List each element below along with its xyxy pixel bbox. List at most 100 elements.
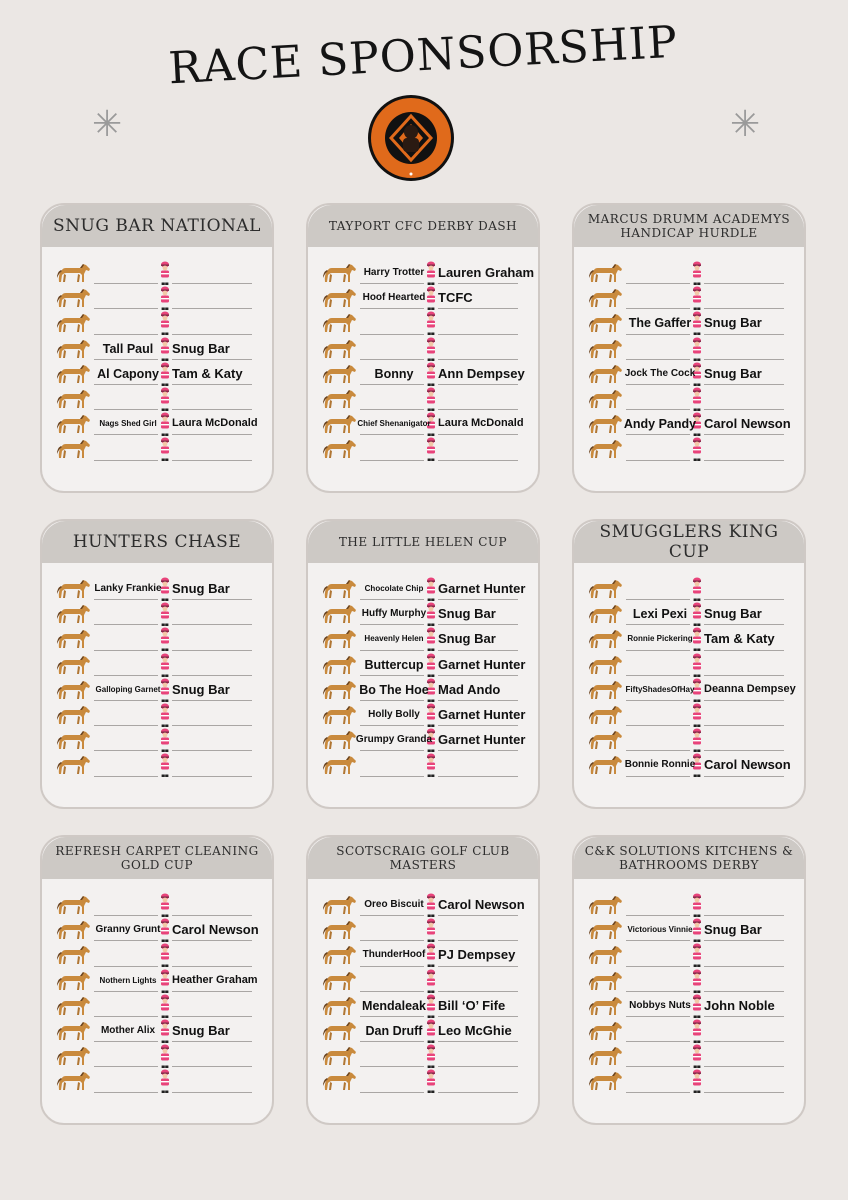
sponsor-name: Snug Bar — [172, 681, 230, 697]
sponsor-name: Garnet Hunter — [438, 656, 526, 672]
horse-icon — [323, 705, 356, 724]
jockey-icon — [693, 362, 701, 386]
sponsor-name: Tam & Katy — [704, 631, 775, 647]
horse-name: Jock The Cock — [624, 367, 696, 379]
sponsor-name: Snug Bar — [704, 315, 762, 331]
jockey-icon — [427, 577, 435, 601]
horse-name: Buttercup — [364, 657, 424, 672]
jockey-icon — [427, 261, 435, 285]
race-entry-row: Chocolate Chip Garnet Hunter — [308, 577, 538, 602]
jockey-icon — [161, 286, 169, 311]
race-entry-row: Huffy Murphy Snug Bar — [308, 602, 538, 627]
race-entry-row: Jock The Cock Snug Bar — [574, 362, 804, 387]
race-card-5: THE LITTLE HELEN CUP Chocolate Chip Garn… — [306, 519, 540, 809]
jockey-icon — [693, 1069, 701, 1094]
horse-name: Holly Bolly — [368, 708, 420, 720]
race-entry-row: ThunderHoof PJ Dempsey — [308, 943, 538, 968]
sponsor-name: Leo McGhie — [438, 1022, 512, 1038]
horse-icon — [589, 415, 622, 434]
race-entry-row — [42, 311, 272, 336]
horse-icon — [323, 415, 356, 434]
horse-icon — [57, 1021, 90, 1040]
horse-icon — [589, 1072, 622, 1091]
race-entry-row: Heavenly Helen Snug Bar — [308, 627, 538, 652]
race-card-1: SNUG BAR NATIONAL — [40, 203, 274, 493]
horse-icon — [57, 389, 90, 408]
jockey-icon — [161, 918, 169, 943]
jockey-icon — [693, 994, 701, 1018]
sponsor-name: Deanna Dempsey — [704, 682, 796, 695]
jockey-icon — [693, 412, 701, 437]
race-entry-row: Grumpy Granda Garnet Hunter — [308, 728, 538, 753]
horse-name: Nothern Lights — [99, 975, 157, 985]
race-entry-row: Victorious Vinnie Snug Bar — [574, 918, 804, 943]
event-logo — [367, 94, 455, 182]
race-entry-row — [574, 337, 804, 362]
jockey-icon — [427, 1044, 435, 1069]
race-entries: Victorious Vinnie Snug Bar — [574, 893, 804, 1095]
jockey-icon — [427, 753, 435, 778]
sponsor-name: Lauren Graham — [438, 265, 535, 280]
sponsor-name: Laura McDonald — [172, 417, 258, 430]
race-entry-row — [574, 437, 804, 462]
jockey-icon — [693, 387, 701, 411]
jockey-icon — [427, 412, 435, 437]
horse-icon — [323, 339, 356, 358]
race-entries: Granny Grunt Carol Newson — [42, 893, 272, 1095]
race-entry-row: Dan Druff Leo McGhie — [308, 1019, 538, 1044]
race-entry-row — [574, 728, 804, 753]
jockey-icon — [427, 627, 435, 652]
horse-name: Chief Shenanigator — [357, 419, 431, 429]
horse-icon — [589, 996, 622, 1015]
horse-icon — [589, 1047, 622, 1066]
jockey-icon — [693, 311, 701, 336]
jockey-icon — [161, 311, 169, 336]
horse-icon — [323, 1072, 356, 1091]
sponsor-name: Snug Bar — [438, 606, 496, 622]
race-entries: Lexi Pexi Snug Bar Ronnie Pickering Tam … — [574, 577, 804, 779]
race-entry-row — [308, 337, 538, 362]
race-entry-row — [308, 387, 538, 412]
horse-icon — [589, 605, 622, 624]
jockey-icon — [427, 286, 435, 311]
race-entry-row — [574, 653, 804, 678]
jockey-icon — [161, 943, 169, 968]
horse-name: Nobbys Nuts — [629, 999, 691, 1011]
jockey-icon — [161, 577, 169, 601]
horse-icon — [323, 946, 356, 965]
race-entry-row: Lexi Pexi Snug Bar — [574, 602, 804, 627]
horse-icon — [589, 389, 622, 408]
jockey-icon — [427, 362, 435, 386]
jockey-icon — [693, 337, 701, 361]
horse-icon — [323, 655, 356, 674]
jockey-icon — [161, 703, 169, 727]
race-entries: Oreo Biscuit Carol Newson — [308, 893, 538, 1095]
jockey-icon — [161, 1069, 169, 1094]
jockey-icon — [427, 311, 435, 336]
sponsor-name: Tam & Katy — [172, 365, 243, 381]
race-entry-row — [308, 1044, 538, 1069]
race-entry-row: Tall Paul Snug Bar — [42, 337, 272, 362]
race-entry-row — [574, 286, 804, 311]
race-entry-row — [574, 577, 804, 602]
horse-icon — [57, 996, 90, 1015]
horse-icon — [589, 264, 622, 282]
race-entry-row: Nothern Lights Heather Graham — [42, 969, 272, 994]
horse-icon — [589, 289, 622, 308]
horse-icon — [57, 705, 90, 724]
race-entry-row: Bo The Hoe Mad Ando — [308, 678, 538, 703]
horse-icon — [57, 314, 90, 333]
horse-icon — [589, 971, 622, 990]
race-card-7: REFRESH CARPET CLEANING GOLD CUP — [40, 835, 274, 1125]
race-entry-row — [42, 994, 272, 1019]
jockey-icon — [161, 728, 169, 753]
race-entry-row — [42, 703, 272, 728]
horse-icon — [589, 364, 622, 383]
race-card-3: MARCUS DRUMM ACADEMYS HANDICAP HURDLE — [572, 203, 806, 493]
horse-icon — [57, 731, 90, 750]
jockey-icon — [161, 627, 169, 652]
sponsor-name: John Noble — [704, 997, 775, 1013]
race-entry-row: Bonnie Ronnie Carol Newson — [574, 753, 804, 778]
jockey-icon — [161, 994, 169, 1018]
race-card-6: SMUGGLERS KING CUP — [572, 519, 806, 809]
